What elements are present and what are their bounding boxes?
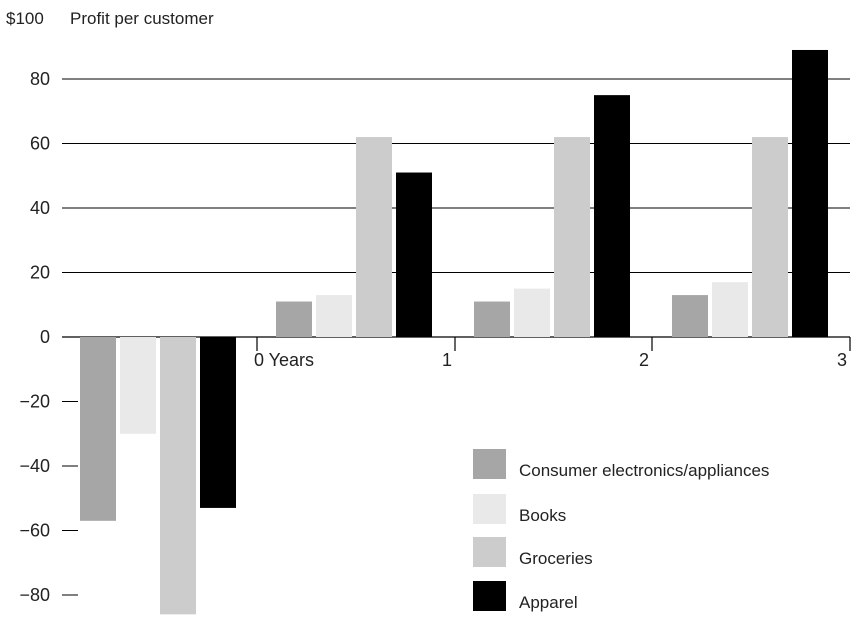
x-axis: 0 Years 1 2 3 — [254, 337, 851, 370]
bar-1-1 — [316, 295, 352, 337]
y-tick-label: 40 — [30, 198, 50, 218]
y-tick-label: 80 — [30, 69, 50, 89]
bar-0-2 — [474, 301, 510, 337]
y-tick-label: −40 — [19, 456, 50, 476]
y-axis-ticks: 80 60 40 20 0 −20 −40 −60 −80 — [19, 69, 50, 605]
legend: Consumer electronics/appliances Books Groc… — [473, 449, 769, 612]
legend-label: Consumer electronics/appliances — [519, 461, 769, 480]
legend-swatch — [473, 537, 506, 567]
bar-2-3 — [752, 137, 788, 337]
bar-0-0 — [80, 337, 116, 521]
bar-0-3 — [672, 295, 708, 337]
bar-2-0 — [160, 337, 196, 615]
bar-3-2 — [594, 95, 630, 337]
bar-0-1 — [276, 301, 312, 337]
y-tick-label: 0 — [40, 327, 50, 347]
bar-3-3 — [792, 49, 828, 337]
y-tick-label: −80 — [19, 585, 50, 605]
x-tick-label: 1 — [442, 350, 452, 370]
y-tick-label: 20 — [30, 263, 50, 283]
y-tick-label: −20 — [19, 392, 50, 412]
bar-1-0 — [120, 337, 156, 434]
legend-swatch — [473, 581, 506, 611]
y-tick-label: 60 — [30, 134, 50, 154]
x-tick-label: 2 — [639, 350, 649, 370]
legend-label: Books — [519, 506, 566, 525]
bar-3-1 — [396, 172, 432, 337]
legend-label: Groceries — [519, 549, 593, 568]
bar-1-3 — [712, 282, 748, 337]
bar-2-1 — [356, 137, 392, 337]
x-tick-label: 0 Years — [254, 350, 314, 370]
bar-2-2 — [554, 137, 590, 337]
y-tick-label: −60 — [19, 521, 50, 541]
bar-3-0 — [200, 337, 236, 508]
y-axis-top-label: $100 — [6, 9, 44, 28]
x-tick-label: 3 — [837, 350, 847, 370]
legend-swatch — [473, 494, 506, 524]
legend-swatch — [473, 449, 506, 479]
chart-title: Profit per customer — [70, 9, 214, 28]
legend-label: Apparel — [519, 593, 578, 612]
bars — [80, 49, 828, 615]
bar-1-2 — [514, 288, 550, 337]
